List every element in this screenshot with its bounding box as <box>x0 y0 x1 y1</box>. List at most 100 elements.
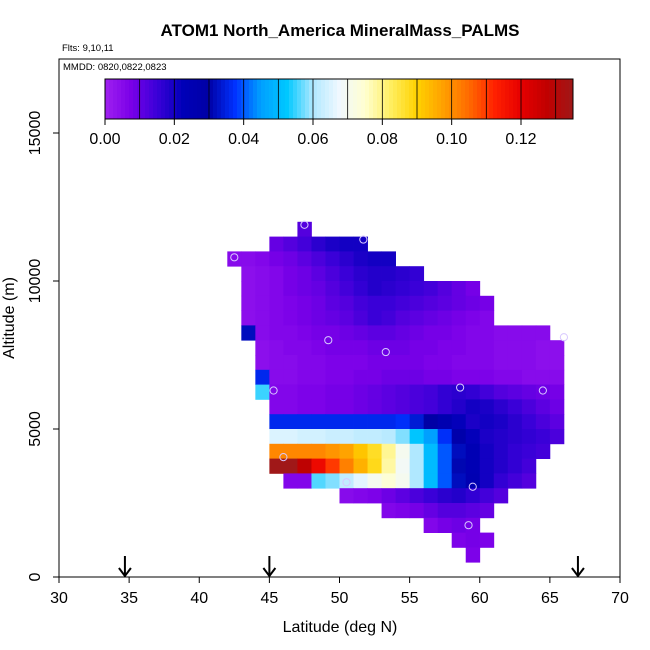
heatmap-cell <box>535 325 551 341</box>
heatmap-cell <box>325 340 340 356</box>
heatmap-cell <box>465 414 481 430</box>
heatmap-cell <box>451 503 467 519</box>
colorbar-segment <box>249 79 254 119</box>
y-axis: 0 5000 10000 15000 <box>27 111 59 581</box>
colorbar-segment <box>197 79 202 119</box>
heatmap-cell <box>479 399 495 415</box>
heatmap-cell <box>465 355 481 371</box>
heatmap-cell <box>311 369 326 385</box>
heatmap-cell <box>535 340 551 356</box>
heatmap-cell <box>297 429 312 445</box>
heatmap-cell <box>493 355 509 371</box>
colorbar-segment <box>133 79 138 119</box>
colorbar-segment <box>313 79 318 119</box>
heatmap-cell <box>367 458 382 474</box>
heatmap-cell <box>241 281 256 297</box>
x-tick-label: 60 <box>471 590 489 607</box>
colorbar-segment <box>189 79 194 119</box>
heatmap-cell <box>311 384 326 400</box>
colorbar-tick-label: 0.12 <box>505 131 536 148</box>
heatmap-cell <box>465 488 481 504</box>
colorbar-segment <box>257 79 262 119</box>
heatmap-cell <box>409 281 425 297</box>
x-tick-label: 65 <box>541 590 559 607</box>
colorbar-segment <box>125 79 130 119</box>
heatmap-cell <box>297 236 312 252</box>
heatmap-cell <box>479 325 495 341</box>
heatmap-cell <box>409 488 425 504</box>
heatmap-cell <box>479 473 495 489</box>
heatmap-cell <box>395 384 411 400</box>
flight-arrows <box>118 556 585 578</box>
colorbar-segment <box>265 79 270 119</box>
heatmap-cell <box>353 369 368 385</box>
colorbar-segment <box>333 79 338 119</box>
heatmap-cell <box>283 473 298 489</box>
heatmap-cell <box>325 266 340 282</box>
heatmap-cell <box>521 429 537 445</box>
heatmap-cell <box>339 443 354 459</box>
heatmap-cell <box>423 488 439 504</box>
colorbar-segment <box>365 79 370 119</box>
heatmap-cell <box>311 458 326 474</box>
heatmap-cell <box>283 325 298 341</box>
colorbar-segment <box>165 79 170 119</box>
sample-marker <box>456 383 465 392</box>
heatmap-cell <box>269 340 284 356</box>
colorbar-segment <box>121 79 126 119</box>
colorbar-segment <box>557 79 562 119</box>
colorbar-segment <box>461 79 466 119</box>
x-tick-label: 55 <box>401 590 419 607</box>
heatmap-cell <box>507 399 523 415</box>
heatmap-cell <box>521 325 537 341</box>
heatmap-cell <box>367 266 382 282</box>
heatmap-cell <box>311 310 326 326</box>
heatmap-cell <box>535 443 551 459</box>
heatmap-cell <box>381 458 396 474</box>
heatmap-cell <box>479 532 495 548</box>
heatmap-cell <box>395 503 411 519</box>
heatmap-cell <box>409 325 425 341</box>
heatmap-cell <box>367 399 382 415</box>
heatmap-cell <box>339 473 354 489</box>
heatmap-cell <box>381 281 396 297</box>
heatmap-cell <box>437 517 453 533</box>
y-tick-label: 15000 <box>27 111 44 156</box>
heatmap-cell <box>479 310 495 326</box>
heatmap-cell <box>465 325 481 341</box>
heatmap-cell <box>381 251 396 267</box>
heatmap-cell <box>381 443 396 459</box>
colorbar-segment <box>273 79 278 119</box>
heatmap-cell <box>297 473 312 489</box>
heatmap-cell <box>311 266 326 282</box>
heatmap-cell <box>437 384 453 400</box>
heatmap-cell <box>269 295 284 311</box>
colorbar-segment <box>177 79 182 119</box>
heatmap-cell <box>381 295 396 311</box>
arrow-head <box>571 567 585 578</box>
colorbar-segment <box>481 79 486 119</box>
colorbar: 0.00 0.02 0.04 0.06 0.08 0.10 0.12 <box>89 78 574 148</box>
colorbar-segment <box>569 79 574 119</box>
heatmap-cell <box>269 443 284 459</box>
colorbar-segment <box>441 79 446 119</box>
heatmap-cell <box>367 429 382 445</box>
heatmap-cell <box>381 488 396 504</box>
heatmap-cell <box>241 295 256 311</box>
heatmap-cell <box>437 295 453 311</box>
colorbar-segment <box>405 79 410 119</box>
heatmap-cell <box>339 325 354 341</box>
heatmap-cell <box>269 281 284 297</box>
heatmap-cell <box>451 310 467 326</box>
heatmap-cell <box>451 369 467 385</box>
heatmap-cell <box>325 473 340 489</box>
colorbar-segment <box>389 79 394 119</box>
heatmap-cell <box>493 369 509 385</box>
heatmap-cell <box>255 310 270 326</box>
colorbar-segment <box>297 79 302 119</box>
heatmap-cell <box>479 355 495 371</box>
heatmap-cell <box>395 443 411 459</box>
colorbar-segment <box>105 79 110 119</box>
heatmap-cell <box>297 281 312 297</box>
heatmap-cell <box>521 414 537 430</box>
